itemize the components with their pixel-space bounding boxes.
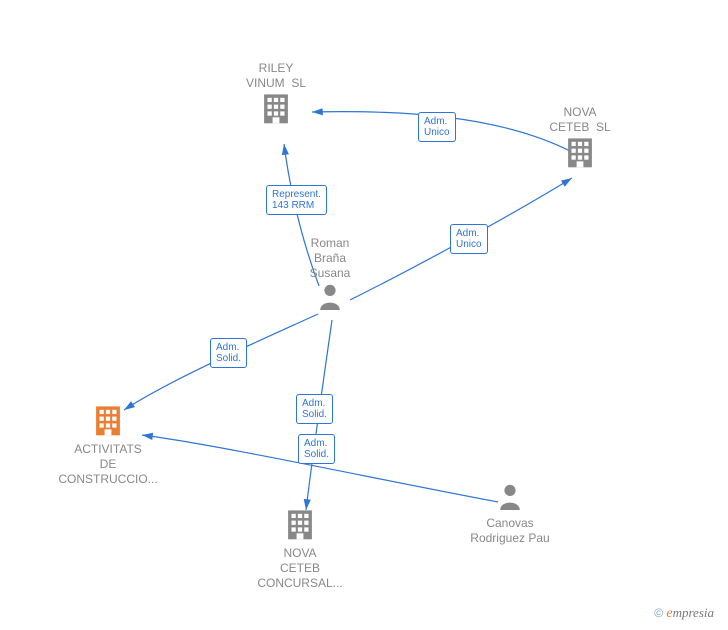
building-icon (240, 91, 313, 130)
building-icon (253, 507, 347, 546)
graph-edges-layer (0, 0, 728, 630)
person-icon (460, 481, 561, 516)
edge-label: Adm. Unico (450, 224, 488, 254)
building-icon (544, 135, 617, 174)
building-icon (54, 403, 162, 442)
node-label: NOVA CETEB CONCURSAL... (253, 546, 347, 591)
edge-label: Adm. Solid. (210, 338, 247, 368)
edge-label: Adm. Solid. (296, 394, 333, 424)
copyright-symbol: © (654, 606, 663, 620)
node-label: RILEY VINUM SL (240, 61, 313, 91)
node-canovas[interactable]: Canovas Rodriguez Pau (460, 481, 561, 546)
edge-label: Represent. 143 RRM (266, 185, 327, 215)
node-label: NOVA CETEB SL (544, 105, 617, 135)
node-nova_ceteb[interactable]: NOVA CETEB SL (544, 105, 617, 174)
node-label: ACTIVITATS DE CONSTRUCCIO... (54, 442, 162, 487)
node-label: Canovas Rodriguez Pau (460, 516, 561, 546)
node-activitats[interactable]: ACTIVITATS DE CONSTRUCCIO... (54, 403, 162, 487)
brand-logo-rest: mpresia (673, 605, 714, 620)
footer-copyright: © empresia (654, 605, 714, 622)
edge-label: Adm. Solid. (298, 434, 335, 464)
edge-label: Adm. Unico (418, 112, 456, 142)
person-icon (304, 281, 356, 316)
node-nova_concursal[interactable]: NOVA CETEB CONCURSAL... (253, 507, 347, 591)
node-roman[interactable]: Roman Braña Susana (304, 236, 356, 316)
node-riley[interactable]: RILEY VINUM SL (240, 61, 313, 130)
node-label: Roman Braña Susana (304, 236, 356, 281)
